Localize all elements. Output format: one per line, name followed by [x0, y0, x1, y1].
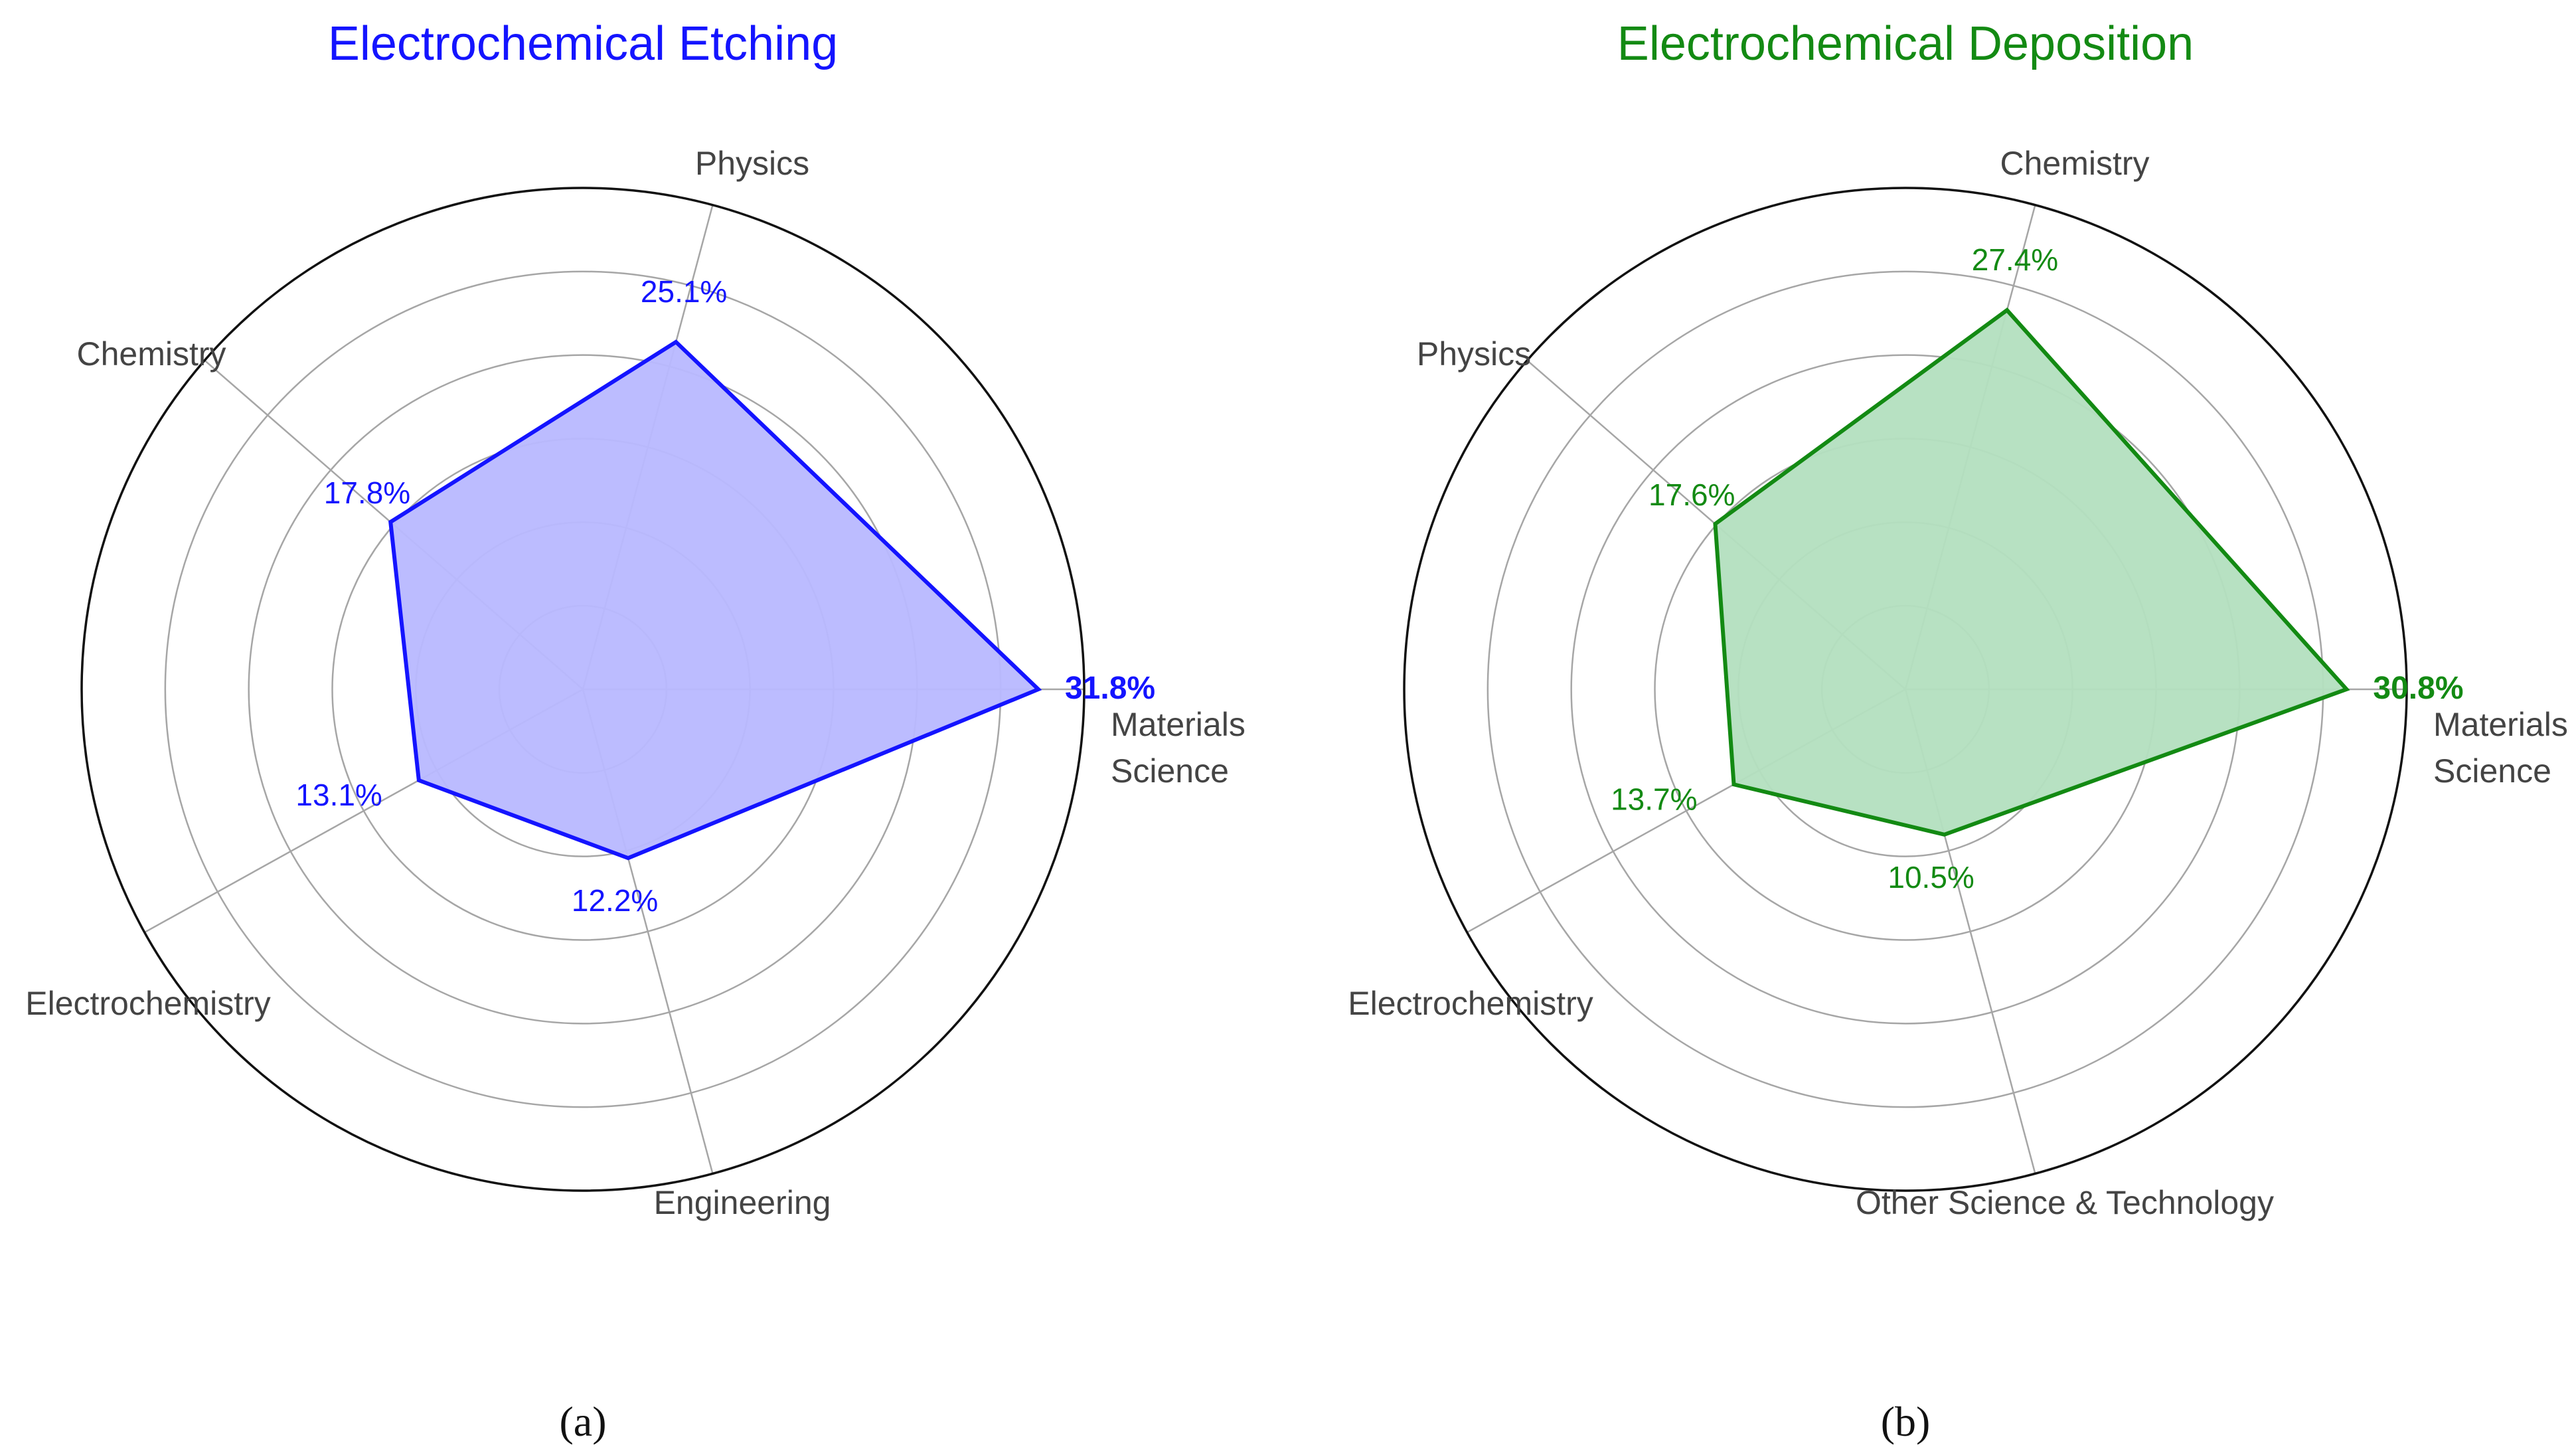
category-label: Physics	[1417, 335, 1531, 373]
category-label: Materials	[1111, 706, 1246, 743]
category-label: Electrochemistry	[1348, 985, 1593, 1022]
outer-ring	[1403, 187, 2408, 1192]
value-label: 31.8%	[1065, 671, 1155, 706]
value-label: 10.5%	[1888, 860, 1974, 895]
category-label: Other Science & Technology	[1856, 1184, 2274, 1221]
category-label: Science	[2433, 752, 2551, 790]
chart-title: Electrochemical Deposition	[1617, 17, 2194, 70]
category-label: Electrochemistry	[25, 985, 271, 1022]
chart-title: Electrochemical Etching	[328, 17, 838, 70]
radar-panel-2: Electrochemical Deposition 30.8% 27.4% 17.6…	[1348, 17, 2568, 1445]
panel-sublabel: (b)	[1881, 1398, 1931, 1445]
outer-ring	[80, 187, 1086, 1192]
panel-sublabel: (a)	[559, 1398, 606, 1445]
value-label: 25.1%	[641, 274, 727, 309]
value-label: 17.8%	[324, 475, 410, 510]
value-label: 13.7%	[1611, 782, 1697, 816]
value-label: 13.1%	[295, 778, 382, 812]
data-polygon	[388, 339, 1042, 861]
category-label: Engineering	[654, 1184, 831, 1221]
category-label: Chemistry	[2000, 145, 2149, 182]
value-label: 17.6%	[1649, 477, 1735, 512]
category-label: Science	[1111, 752, 1229, 790]
category-label: Materials	[2433, 706, 2568, 743]
data-polygon	[1713, 307, 2350, 837]
category-label: Physics	[695, 145, 809, 182]
category-label: Chemistry	[76, 335, 226, 373]
value-label: 27.4%	[1972, 242, 2058, 277]
radar-panel-1: Electrochemical Etching 31.8% 25.1% 17.8% 13…	[25, 17, 1246, 1445]
value-label: 12.2%	[572, 883, 658, 918]
value-label: 30.8%	[2373, 671, 2463, 706]
